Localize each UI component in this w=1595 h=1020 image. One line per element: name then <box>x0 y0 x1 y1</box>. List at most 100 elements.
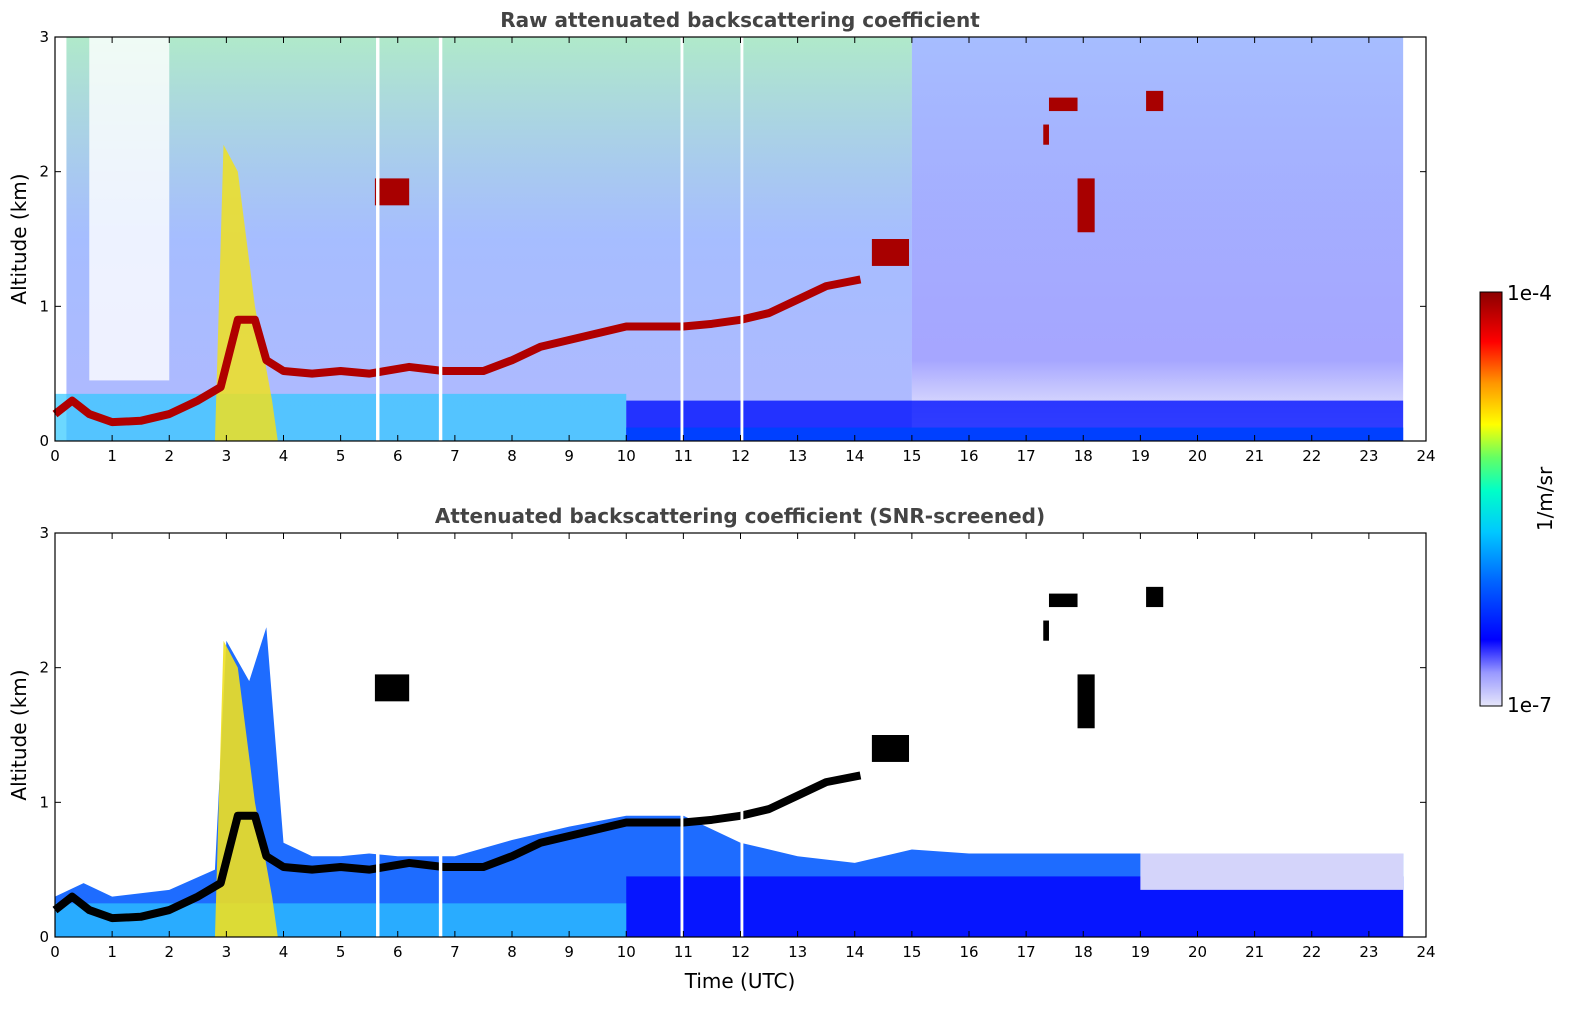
x-tick-label: 22 <box>1302 943 1321 961</box>
cloud-feature <box>374 178 410 206</box>
panel-raw-x-ticks: 0 1 2 3 4 5 6 7 8 9 10 11 12 13 14 15 16 17 18 19 20 21 22 23 24 <box>50 37 1436 465</box>
panel-screened-x-ticks: 0 1 2 3 4 5 6 7 8 9 10 11 12 13 14 15 16 17 18 19 20 21 22 23 24 <box>50 533 1436 961</box>
x-tick-label: 10 <box>617 943 636 961</box>
x-tick-label: 14 <box>845 447 864 465</box>
panel-raw-ylabel: Altitude (km) <box>7 173 31 304</box>
x-tick-label: 11 <box>674 943 693 961</box>
x-tick-label: 4 <box>279 447 289 465</box>
x-tick-label: 1 <box>107 943 117 961</box>
data-gap <box>438 37 443 441</box>
x-tick-label: 5 <box>336 447 346 465</box>
y-tick-label: 0 <box>39 432 49 450</box>
x-tick-label: 5 <box>336 943 346 961</box>
x-tick-label: 17 <box>1017 447 1036 465</box>
panel-screened: Attenuated backscattering coefficient (S… <box>7 504 1436 993</box>
x-tick-label: 1 <box>107 447 117 465</box>
x-tick-label: 21 <box>1245 447 1264 465</box>
cloud-feature <box>1043 124 1049 145</box>
x-tick-label: 13 <box>788 943 807 961</box>
x-tick-label: 21 <box>1245 943 1264 961</box>
x-tick-label: 0 <box>50 447 60 465</box>
x-tick-label: 10 <box>617 447 636 465</box>
cloud-feature <box>1146 586 1164 608</box>
x-tick-label: 24 <box>1416 447 1435 465</box>
data-gap <box>680 802 684 937</box>
dust-plume <box>214 640 278 937</box>
panel-raw: Raw attenuated backscattering coefficien… <box>7 8 1436 465</box>
cloud-feature <box>1048 97 1078 112</box>
x-tick-label: 2 <box>164 943 174 961</box>
y-tick-label: 1 <box>39 297 49 315</box>
colorbar-min-label: 1e-7 <box>1507 693 1552 717</box>
cloud-feature <box>1146 90 1164 112</box>
aerosol-layer <box>1140 853 1404 890</box>
x-tick-label: 8 <box>507 447 517 465</box>
x-tick-label: 20 <box>1188 943 1207 961</box>
x-tick-label: 16 <box>959 447 978 465</box>
x-tick-label: 16 <box>959 943 978 961</box>
data-gap <box>438 802 443 937</box>
y-tick-label: 3 <box>39 28 49 46</box>
x-tick-label: 7 <box>450 943 460 961</box>
x-tick-label: 0 <box>50 943 60 961</box>
x-tick-label: 6 <box>393 447 403 465</box>
y-tick-label: 2 <box>39 659 49 677</box>
panel-screened-plot-area <box>52 586 1404 937</box>
colorbar-max-label: 1e-4 <box>1507 281 1552 305</box>
panel-raw-y-ticks: 0 1 2 3 <box>39 28 1426 450</box>
x-tick-label: 3 <box>222 447 232 465</box>
panel-raw-title: Raw attenuated backscattering coefficien… <box>500 8 980 32</box>
x-tick-label: 23 <box>1359 447 1378 465</box>
panel-screened-xlabel: Time (UTC) <box>684 969 796 993</box>
x-tick-label: 19 <box>1131 943 1150 961</box>
x-tick-label: 18 <box>1074 943 1093 961</box>
x-tick-label: 17 <box>1017 943 1036 961</box>
x-tick-label: 15 <box>902 943 921 961</box>
cloud-feature <box>1048 593 1078 608</box>
panel-raw-plot-area <box>52 37 1404 441</box>
x-tick-label: 15 <box>902 447 921 465</box>
y-tick-label: 2 <box>39 163 49 181</box>
x-tick-label: 18 <box>1074 447 1093 465</box>
cloud-feature <box>1077 674 1095 729</box>
dust-plume <box>214 144 278 441</box>
x-tick-label: 7 <box>450 447 460 465</box>
y-tick-label: 3 <box>39 524 49 542</box>
x-tick-label: 20 <box>1188 447 1207 465</box>
data-gap <box>680 37 684 441</box>
x-tick-label: 2 <box>164 447 174 465</box>
x-tick-label: 24 <box>1416 943 1435 961</box>
data-gap <box>740 802 744 937</box>
colorbar: 1e-4 1e-7 1/m/sr <box>1479 281 1557 717</box>
data-gap <box>376 37 380 441</box>
panel-screened-y-ticks: 0 1 2 3 <box>39 524 1426 946</box>
boundary-layer-top <box>52 771 862 923</box>
x-tick-label: 4 <box>279 943 289 961</box>
x-tick-label: 22 <box>1302 447 1321 465</box>
panel-screened-title: Attenuated backscattering coefficient (S… <box>435 504 1045 528</box>
x-tick-label: 6 <box>393 943 403 961</box>
colorbar-gradient <box>1479 291 1503 707</box>
noise-field <box>66 37 912 441</box>
screened-signal <box>55 627 1404 937</box>
cloud-feature <box>1077 178 1095 233</box>
x-tick-label: 8 <box>507 943 517 961</box>
x-tick-label: 9 <box>564 943 574 961</box>
x-tick-label: 3 <box>222 943 232 961</box>
x-tick-label: 23 <box>1359 943 1378 961</box>
colorbar-unit-label: 1/m/sr <box>1533 466 1557 531</box>
y-tick-label: 0 <box>39 928 49 946</box>
cloud-feature <box>1043 620 1049 641</box>
cloud-feature <box>871 735 910 762</box>
data-gap <box>740 37 744 441</box>
y-tick-label: 1 <box>39 793 49 811</box>
x-tick-label: 9 <box>564 447 574 465</box>
clear-region <box>89 37 170 381</box>
panel-screened-ylabel: Altitude (km) <box>7 669 31 800</box>
cloud-feature <box>871 239 910 266</box>
boundary-layer-top <box>52 275 862 427</box>
x-tick-label: 12 <box>731 447 750 465</box>
x-tick-label: 11 <box>674 447 693 465</box>
x-tick-label: 13 <box>788 447 807 465</box>
